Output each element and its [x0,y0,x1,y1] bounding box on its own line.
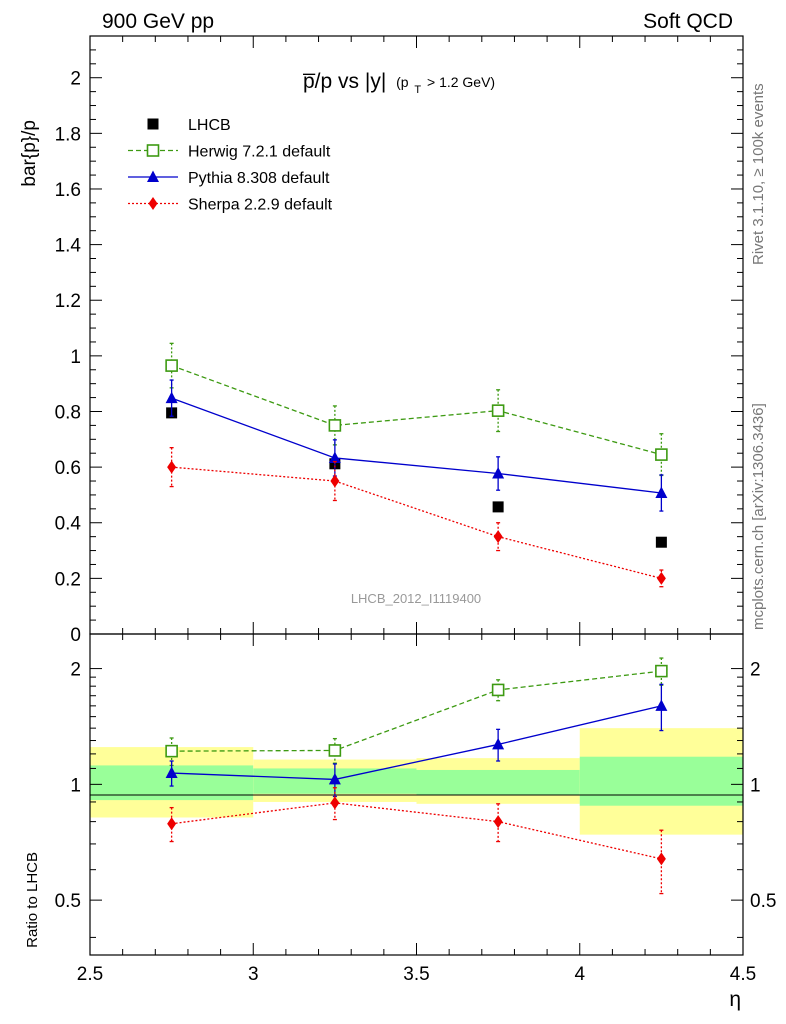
ratio-sherpa-point [330,796,340,810]
title-cut-sub: T [414,84,421,96]
main-pythia-point [328,451,341,463]
legend-herwig-marker [146,144,160,157]
ratio-herwig-point [328,744,342,757]
ratio-y-axis-title: Ratio to LHCB [24,852,41,948]
legend-pythia-marker [147,170,159,182]
analysis-watermark: LHCB_2012_I1119400 [351,591,481,606]
x-tick-label: 3 [248,964,259,985]
main-y-tick-label: 0.8 [55,402,81,423]
main-herwig-point [655,448,668,461]
main-sherpa-point [330,474,340,488]
rivet-version-label: Rivet 3.1.10, ≥ 100k events [750,83,767,265]
legend-lhcb-marker [147,118,159,130]
main-y-tick-label: 1.8 [55,124,81,145]
ratio-sherpa-point [656,852,666,866]
main-sherpa-line [171,466,662,580]
x-tick-label: 4.5 [730,964,756,985]
ratio-sherpa-line [171,802,662,860]
ratio-stat-uncertainty-band [579,756,743,806]
ratio-sherpa-point [493,815,503,829]
main-pythia-point [165,391,178,404]
main-y-tick-label: 0.2 [55,569,81,590]
x-tick-label: 2.5 [77,964,103,985]
ratio-y-tick-label-right: 2 [750,660,761,681]
legend-pythia-label: Pythia 8.308 default [188,170,330,187]
source-label: mcplots.cern.ch [arXiv:1306.3436] [750,403,767,630]
ratio-y-tick-label-left: 0.5 [55,891,81,912]
title-ratio: p̅/p vs |y| [302,70,386,93]
x-tick-label: 4 [574,964,585,985]
main-y-tick-label: 1 [70,347,81,368]
main-herwig-point [165,359,178,372]
ratio-herwig-point [165,744,178,758]
legend: LHCB Herwig 7.2.1 default Pythia 8.308 def… [128,117,333,214]
ratio-stat-uncertainty-band [416,769,580,795]
main-pythia-point [492,467,505,479]
header-category-label: Soft QCD [643,10,733,33]
ratio-pythia-point [492,737,505,750]
ratio-panel-frame [89,633,744,956]
main-plot-title: p̅/p vs |y| (p T > 1.2 GeV) [302,69,495,98]
legend-sherpa-label: Sherpa 2.2.9 default [188,197,333,214]
title-cut-rest: > 1.2 GeV) [427,74,495,90]
main-sherpa-point [167,460,177,474]
ratio-pythia-point [655,699,668,711]
main-y-tick-label: 0 [70,625,81,646]
main-herwig-point [491,404,505,417]
ratio-pythia-point [328,772,341,785]
ratio-pythia-line [171,705,662,781]
x-axis-title: η [729,988,741,1011]
legend-lhcb-label: LHCB [188,117,231,134]
ratio-herwig-point [655,664,668,678]
main-y-tick-label: 1.2 [55,291,81,312]
ratio-herwig-point [491,683,505,697]
main-pythia-line [171,397,662,494]
ratio-y-tick-label-left: 2 [70,660,81,681]
main-sherpa-point [656,571,666,585]
ratio-y-tick-label-left: 1 [70,775,81,796]
legend-sherpa-marker [148,197,158,210]
main-y-axis-title: bar{p}/p [19,120,40,187]
ratio-y-tick-label-right: 1 [750,775,761,796]
main-herwig-point [328,419,342,432]
main-lhcb-point [492,501,504,513]
main-y-tick-label: 0.6 [55,458,81,479]
legend-herwig-label: Herwig 7.2.1 default [188,144,331,161]
main-pythia-point [655,486,668,498]
svg-text:p̅/p vs |y| (p T: p̅/p vs |y| (p T > 1.2 GeV) [302,69,495,98]
ratio-panel: 0.5 0.5 1 1 2 2 2.5 3 3.5 4 4.5 [55,633,776,985]
main-lhcb-point [655,536,667,548]
ratio-sherpa-point [167,817,177,831]
main-herwig-line [171,364,662,456]
ratio-herwig-line [171,670,662,752]
main-y-tick-label: 1.6 [55,180,81,201]
x-tick-label: 3.5 [403,964,429,985]
ratio-pythia-point [165,766,178,779]
main-sherpa-point [493,530,503,544]
header-collision-label: 900 GeV pp [102,10,214,33]
title-cut: (p [396,74,409,90]
main-y-tick-label: 1.4 [55,236,82,257]
ratio-y-tick-label-right: 0.5 [750,891,776,912]
main-y-tick-label: 2 [70,69,81,90]
main-y-tick-label: 0.4 [55,514,82,535]
